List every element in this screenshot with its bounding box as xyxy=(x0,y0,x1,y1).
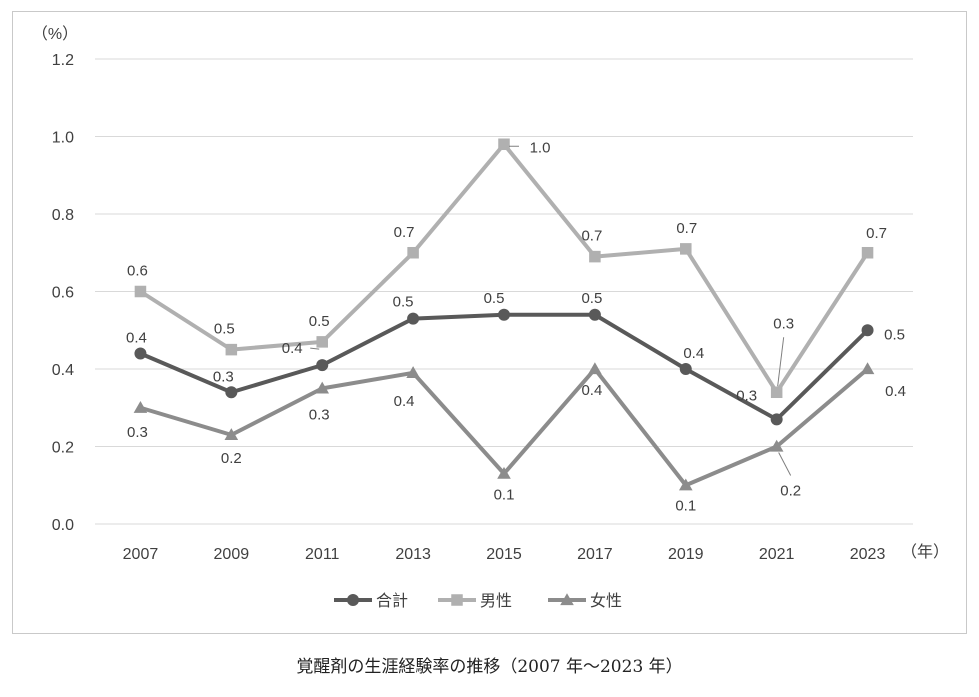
data-label: 0.4 xyxy=(282,340,303,357)
data-label: 0.7 xyxy=(676,220,697,237)
data-label: 0.3 xyxy=(773,315,794,332)
data-point xyxy=(315,381,330,394)
legend-label: 男性 xyxy=(480,591,512,610)
x-tick-label: 2013 xyxy=(395,546,431,563)
x-tick-label: 2015 xyxy=(486,546,522,563)
data-label: 0.5 xyxy=(581,290,602,307)
data-label: 0.4 xyxy=(126,330,147,347)
leader-line xyxy=(777,337,785,387)
data-point xyxy=(770,386,783,399)
data-point xyxy=(134,347,147,360)
data-label: 0.3 xyxy=(127,424,148,441)
data-label: 0.5 xyxy=(393,294,414,311)
leader-line xyxy=(778,452,792,476)
data-point xyxy=(225,343,238,356)
data-point xyxy=(407,312,420,325)
data-point xyxy=(861,324,874,337)
data-label: 0.3 xyxy=(309,406,330,423)
data-label: 0.7 xyxy=(866,225,887,242)
chart-frame xyxy=(12,11,967,634)
data-label: 0.2 xyxy=(221,450,242,467)
y-tick-label: 1.0 xyxy=(52,130,74,147)
x-tick-label: 2019 xyxy=(668,546,704,563)
data-point xyxy=(406,366,420,378)
legend-label: 女性 xyxy=(590,591,622,610)
data-point xyxy=(224,428,239,440)
data-point xyxy=(316,359,329,372)
y-tick-label: 1.2 xyxy=(52,52,74,69)
legend-marker xyxy=(560,593,574,606)
data-point xyxy=(769,439,784,452)
data-point xyxy=(860,362,875,375)
x-tick-label: 2021 xyxy=(759,546,795,563)
data-point xyxy=(497,466,511,479)
x-axis-unit: （年） xyxy=(901,543,949,561)
data-label: 0.2 xyxy=(780,483,801,500)
data-label: 0.5 xyxy=(214,321,235,338)
data-point xyxy=(133,400,148,413)
data-label: 0.4 xyxy=(885,383,906,400)
leader-line xyxy=(310,347,320,350)
data-point xyxy=(680,243,692,255)
y-tick-label: 0.6 xyxy=(52,285,74,302)
x-tick-label: 2011 xyxy=(305,546,340,563)
data-label: 0.4 xyxy=(581,382,602,399)
data-point xyxy=(861,246,874,259)
data-label: 0.3 xyxy=(736,387,757,404)
data-point xyxy=(588,308,601,321)
data-point xyxy=(134,285,147,298)
data-label: 0.3 xyxy=(213,368,234,385)
data-label: 0.4 xyxy=(683,345,704,362)
data-label: 0.7 xyxy=(581,228,602,245)
data-point xyxy=(589,250,601,263)
data-label: 0.5 xyxy=(484,290,505,307)
x-tick-label: 2017 xyxy=(577,546,613,563)
series-line xyxy=(139,142,870,395)
data-label: 0.5 xyxy=(309,313,330,330)
x-tick-label: 2023 xyxy=(850,546,886,563)
y-tick-label: 0.2 xyxy=(52,440,74,457)
data-point xyxy=(679,363,692,375)
legend-marker xyxy=(451,594,463,606)
data-point xyxy=(770,413,783,426)
data-label: 0.6 xyxy=(127,263,148,280)
legend-label: 合計 xyxy=(376,591,408,610)
x-tick-label: 2007 xyxy=(123,546,159,563)
data-point xyxy=(316,336,328,348)
data-point xyxy=(588,362,602,375)
data-point xyxy=(498,138,510,151)
data-point xyxy=(407,246,419,259)
chart-caption: 覚醒剤の生涯経験率の推移（2007 年～2023 年） xyxy=(296,657,683,677)
data-label: 1.0 xyxy=(530,139,551,156)
x-tick-label: 2009 xyxy=(214,546,250,563)
data-point xyxy=(498,308,510,321)
data-label: 0.5 xyxy=(884,326,905,343)
data-label: 0.7 xyxy=(394,224,415,241)
data-point xyxy=(678,478,693,491)
data-label: 0.1 xyxy=(675,497,696,514)
legend-marker xyxy=(347,594,359,606)
data-label: 0.1 xyxy=(494,487,515,504)
y-axis-unit: （%） xyxy=(32,25,78,43)
data-point xyxy=(225,386,238,399)
y-tick-label: 0.8 xyxy=(52,207,74,224)
y-tick-label: 0.4 xyxy=(52,362,74,379)
line-chart: 0.0 0.2 0.4 0.6 0.8 1.0 1.2 （%） 2007 2009 2011 2013… xyxy=(32,25,949,610)
y-tick-label: 0.0 xyxy=(52,517,74,534)
data-label: 0.4 xyxy=(394,393,415,410)
